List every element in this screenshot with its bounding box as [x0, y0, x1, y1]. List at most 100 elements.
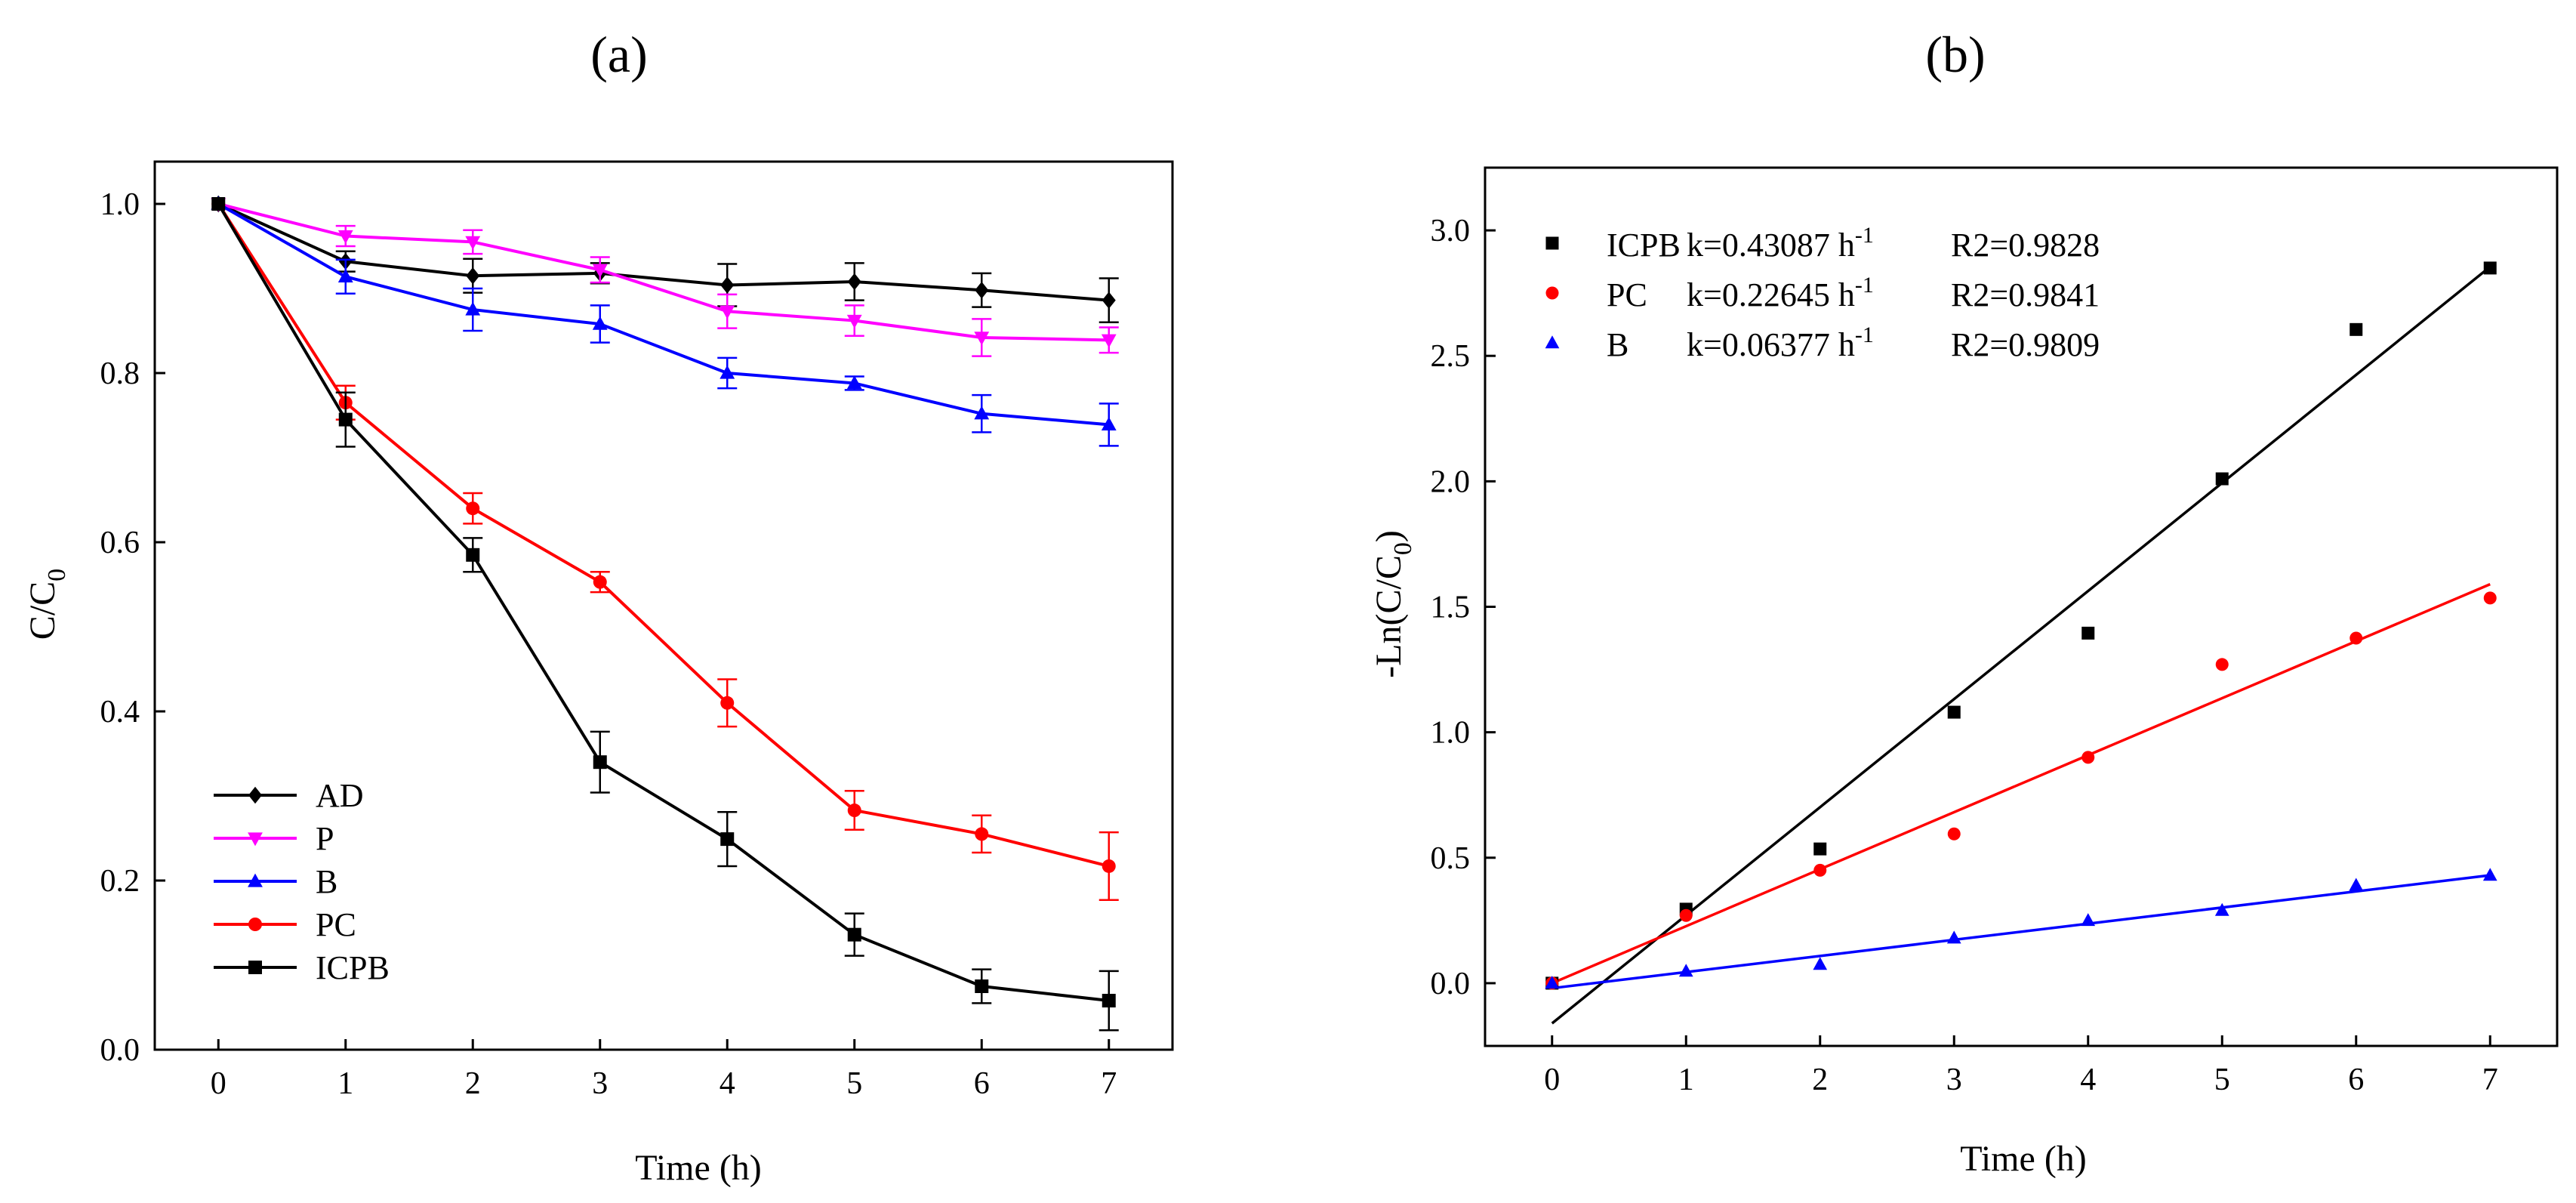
series-line-p [217, 202, 1109, 342]
y-axis-title-b: -Ln(C/C0) [1369, 530, 1417, 678]
legend-series-name: PC [1607, 276, 1647, 313]
data-point-b [1946, 930, 1961, 944]
b-y-tick-label: 0.5 [1431, 841, 1471, 876]
data-point-icpb [2483, 261, 2497, 275]
data-point-pc [1679, 908, 1693, 922]
a-y-tick-label: 0.4 [100, 695, 140, 730]
panel-a-label: (a) [590, 26, 647, 83]
data-point-icpb [720, 832, 735, 847]
data-point-pc [2215, 658, 2229, 671]
b-x-tick-label: 2 [1812, 1063, 1828, 1097]
data-point-p [465, 236, 481, 250]
series-p [211, 198, 1119, 357]
data-point-b [719, 365, 735, 379]
data-point-b [2349, 878, 2364, 891]
series-b [211, 196, 1119, 447]
axis-ticks-b: 0 1 2 3 4 5 6 7 0.0 0.5 1.0 1.5 2.0 2.5 3.0 [1431, 214, 2498, 1097]
fit-line-b [1551, 874, 2491, 990]
fit-line-icpb [1551, 265, 2491, 1025]
a-x-tick-label: 5 [846, 1066, 862, 1101]
b-y-tick-label: 3.0 [1431, 214, 1471, 248]
legend-k-value: k=0.06377 h [1687, 326, 1855, 363]
panel-b-label: (b) [1925, 26, 1985, 83]
chart-panel-a: (a) 0 1 2 3 4 5 6 7 0.0 0.2 0.4 0.6 0.8 1.0 AD PB PC ICP… [23, 26, 1174, 1188]
b-x-tick-label: 7 [2482, 1063, 2498, 1097]
b-x-tick-label: 3 [1946, 1063, 1962, 1097]
a-x-tick-label: 3 [592, 1066, 608, 1101]
legend-marker [248, 832, 263, 847]
legend-k-unit-sup: -1 [1855, 322, 1874, 347]
x-axis-title-b: Time (h) [1960, 1139, 2087, 1179]
data-point-b [974, 406, 990, 420]
data-point-b [465, 301, 481, 316]
legend-k-unit-sup: -1 [1855, 223, 1874, 248]
b-x-tick-label: 0 [1544, 1063, 1560, 1097]
data-point-pc [1947, 827, 1961, 841]
legend-marker [248, 918, 262, 931]
data-point-p [846, 314, 862, 329]
fit-lines-b [1551, 265, 2491, 1025]
b-y-tick-label: 0.0 [1431, 967, 1471, 1001]
y-axis-title-a-main: C/C [23, 581, 63, 640]
data-point-pc [2081, 751, 2095, 764]
legend-series-name: B [1607, 326, 1628, 363]
legend-r2: R2=0.9828 [1951, 227, 2100, 264]
legend-series-name: ICPB [1607, 227, 1681, 264]
data-point-ad [847, 273, 861, 291]
b-x-tick-label: 1 [1678, 1063, 1694, 1097]
data-point-b [2081, 913, 2096, 927]
legend-k-value: k=0.43087 h [1687, 227, 1855, 264]
data-point-icpb [593, 755, 607, 770]
legend-item-ad: AD [214, 777, 364, 814]
series-group-b [1545, 261, 2497, 990]
legend-item-icpb: ICPB k=0.43087 h-1 R2=0.9828 [1545, 223, 2100, 264]
data-point-pc [466, 501, 480, 516]
data-point-b [1545, 976, 1560, 989]
legend-a: AD PB PC ICPB [214, 777, 390, 986]
legend-label: PC [316, 906, 356, 943]
y-axis-title-b-sub: 0 [1389, 542, 1417, 555]
legend-label: P [316, 820, 334, 857]
series-icpb [1545, 261, 2497, 990]
data-point-pc [1813, 863, 1827, 877]
fit-line-pc [1551, 582, 2491, 985]
legend-r2: R2=0.9809 [1951, 326, 2100, 363]
y-axis-title-a-sub: 0 [43, 569, 71, 581]
a-x-tick-label: 6 [974, 1066, 990, 1101]
legend-label: ICPB [316, 949, 390, 986]
legend-item-b: B [214, 863, 337, 900]
data-point-p [974, 332, 990, 346]
b-y-tick-label: 2.0 [1431, 464, 1471, 499]
data-point-icpb [466, 548, 480, 562]
data-point-ad [720, 276, 735, 294]
legend-item-p: P [214, 820, 334, 857]
data-point-icpb [338, 412, 353, 427]
series-icpb [211, 197, 1119, 1032]
b-y-tick-label: 1.0 [1431, 716, 1471, 751]
legend-marker [1545, 286, 1559, 300]
data-point-ad [1102, 291, 1116, 309]
data-point-icpb [2215, 472, 2229, 486]
data-point-icpb [211, 197, 226, 211]
a-y-tick-label: 0.2 [100, 864, 140, 899]
legend-k-value: k=0.22645 h [1687, 276, 1855, 313]
data-point-b [846, 375, 862, 390]
axis-ticks-a: 0 1 2 3 4 5 6 7 0.0 0.2 0.4 0.6 0.8 1.0 [100, 187, 1117, 1101]
legend-rate-constant: k=0.22645 h-1 [1687, 273, 1874, 313]
a-x-tick-label: 7 [1101, 1066, 1117, 1101]
a-y-tick-label: 1.0 [100, 187, 140, 222]
legend-marker [248, 961, 262, 974]
a-x-tick-label: 4 [719, 1066, 735, 1101]
data-point-icpb [847, 927, 861, 942]
b-x-tick-label: 5 [2214, 1063, 2230, 1097]
y-axis-title-a: C/C0 [23, 569, 71, 640]
series-group-a [211, 195, 1119, 1032]
series-line-icpb [217, 202, 1109, 1003]
data-point-icpb [2350, 322, 2363, 336]
b-y-tick-label: 1.5 [1431, 591, 1471, 625]
data-point-p [337, 230, 353, 244]
data-point-b [1101, 416, 1117, 430]
data-point-ad [975, 281, 989, 299]
